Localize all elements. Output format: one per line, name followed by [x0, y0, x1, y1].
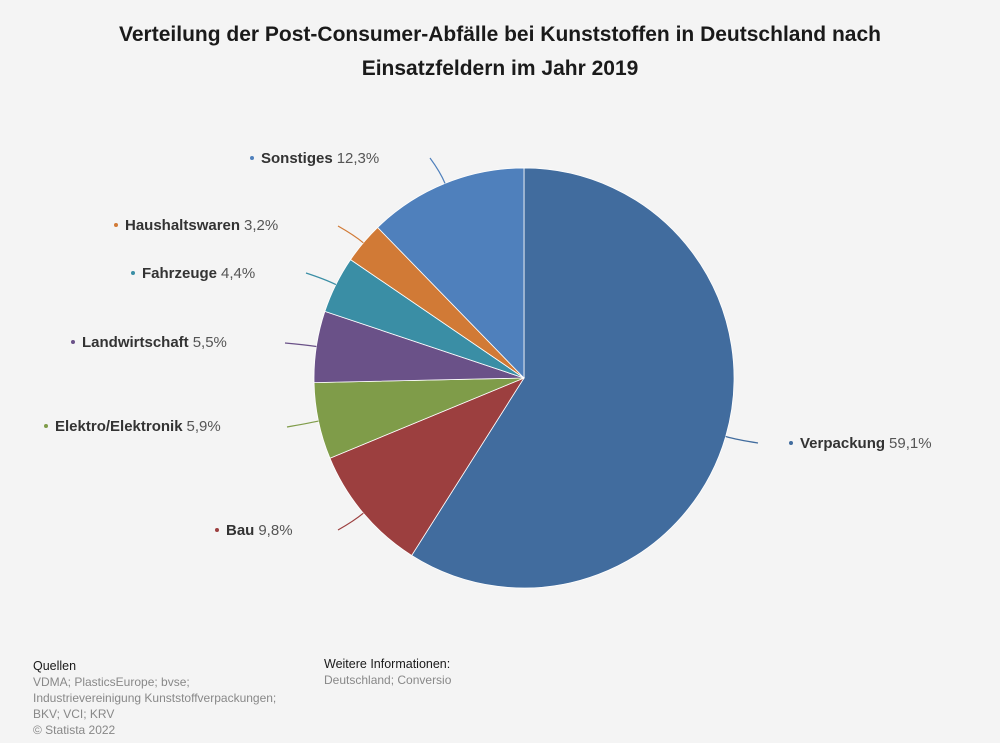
sources-line: Industrievereinigung Kunststoffverpackun… [33, 691, 277, 705]
data-label-elektro-elektronik: Elektro/Elektronik 5,9% [55, 418, 221, 435]
sources-line: BKV; VCI; KRV [33, 707, 115, 721]
leader-line-verpackung [725, 435, 759, 444]
data-label-value: 59,1% [889, 435, 932, 452]
legend-dot-haushaltswaren [114, 223, 118, 227]
data-label-sonstiges: Sonstiges 12,3% [261, 150, 379, 167]
leader-line-landwirtschaft [284, 342, 317, 348]
sources-line: VDMA; PlasticsEurope; bvse; [33, 675, 190, 689]
sources-block: Quellen VDMA; PlasticsEurope; bvse; Indu… [33, 658, 276, 738]
chart-title-line-1: Verteilung der Post-Consumer-Abfälle bei… [119, 23, 881, 46]
data-label-value: 9,8% [258, 522, 292, 539]
data-label-verpackung: Verpackung 59,1% [800, 435, 932, 452]
legend-dot-verpackung [789, 441, 793, 445]
leader-line-fahrzeuge [305, 272, 337, 286]
chart-title-line-2: Einsatzfeldern im Jahr 2019 [361, 57, 639, 80]
copyright-line: © Statista 2022 [33, 723, 116, 737]
data-label-name: Elektro/Elektronik [55, 418, 183, 435]
leader-line-haushaltswaren [337, 225, 364, 244]
leader-line-elektro-elektronik [286, 420, 319, 428]
info-line: Deutschland; Conversio [324, 673, 452, 687]
data-label-value: 5,5% [193, 334, 227, 351]
leader-line-bau [337, 512, 364, 531]
legend-dot-landwirtschaft [71, 340, 75, 344]
data-label-bau: Bau 9,8% [226, 522, 293, 539]
data-label-landwirtschaft: Landwirtschaft 5,5% [82, 334, 227, 351]
info-block: Weitere Informationen: Deutschland; Conv… [324, 656, 451, 688]
data-label-name: Bau [226, 522, 254, 539]
data-label-value: 4,4% [221, 265, 255, 282]
data-label-name: Verpackung [800, 435, 885, 452]
sources-heading: Quellen [33, 659, 77, 673]
legend-dot-sonstiges [250, 156, 254, 160]
data-label-haushaltswaren: Haushaltswaren 3,2% [125, 217, 278, 234]
legend-dot-fahrzeuge [131, 271, 135, 275]
pie-slice-verpackung [411, 167, 735, 589]
pie-slice-bau [329, 377, 526, 556]
info-heading: Weitere Informationen: [324, 657, 451, 671]
data-label-value: 12,3% [337, 150, 380, 167]
data-label-fahrzeuge: Fahrzeuge 4,4% [142, 265, 255, 282]
data-label-value: 3,2% [244, 217, 278, 234]
pie-slice-sonstiges [377, 167, 525, 379]
legend-dot-elektro-elektronik [44, 424, 48, 428]
data-label-name: Fahrzeuge [142, 265, 217, 282]
data-label-name: Landwirtschaft [82, 334, 189, 351]
data-label-value: 5,9% [187, 418, 221, 435]
chart-title: Verteilung der Post-Consumer-Abfälle bei… [60, 18, 940, 86]
data-label-name: Sonstiges [261, 150, 333, 167]
legend-dot-bau [215, 528, 219, 532]
leader-line-sonstiges [429, 157, 446, 184]
data-label-name: Haushaltswaren [125, 217, 240, 234]
